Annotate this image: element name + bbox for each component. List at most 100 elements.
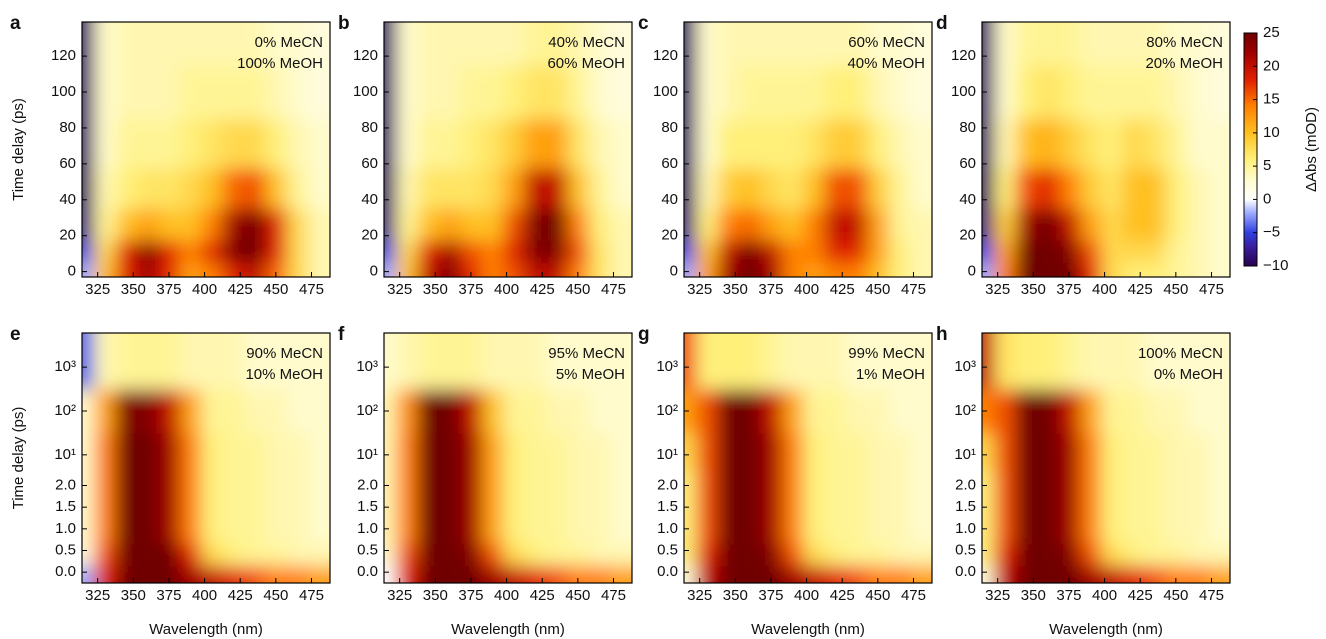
heat-cell <box>396 544 418 567</box>
heat-cell <box>1058 208 1081 241</box>
heat-cell <box>717 22 740 66</box>
heat-cell <box>94 389 116 434</box>
y-tick-label: 80 <box>661 119 678 136</box>
y-tick-label: 0 <box>670 263 678 280</box>
heat-cell <box>384 262 397 277</box>
heat-cell <box>781 65 804 120</box>
heat-cell <box>94 544 116 567</box>
heat-cell <box>696 168 718 210</box>
x-tick-label: 400 <box>494 281 519 298</box>
heat-cell <box>1165 544 1188 567</box>
heat-cell <box>781 118 804 169</box>
heat-cell <box>1165 118 1188 169</box>
heat-cell <box>609 389 632 434</box>
x-tick-label: 375 <box>156 587 181 604</box>
heat-cell <box>438 565 461 583</box>
heat-cell <box>460 544 483 567</box>
heat-cell <box>438 22 461 66</box>
heat-cell <box>243 470 266 508</box>
heat-cell <box>824 565 847 583</box>
heat-cell <box>567 432 590 471</box>
heat-cell <box>867 470 890 508</box>
heat-cell <box>1165 240 1188 264</box>
x-tick-label: 350 <box>121 587 146 604</box>
heat-cell <box>115 168 138 210</box>
x-tick-label: 375 <box>758 587 783 604</box>
heat-cell <box>417 262 440 277</box>
y-tick-label: 100 <box>51 83 76 100</box>
heat-cell <box>1079 333 1102 390</box>
heat-cell <box>1036 389 1059 434</box>
heat-cell <box>696 565 718 583</box>
y-tick-label: 10¹ <box>54 446 76 463</box>
x-tick-label: 425 <box>1128 587 1153 604</box>
x-tick-label: 375 <box>1056 281 1081 298</box>
heat-cell <box>136 507 159 545</box>
heat-cell <box>158 507 181 545</box>
heat-cell <box>1207 208 1230 241</box>
heat-cell <box>481 507 504 545</box>
heat-cell <box>136 168 159 210</box>
heat-cell <box>1101 565 1123 583</box>
heat-cell <box>460 389 483 434</box>
heat-cell <box>396 65 418 120</box>
heat-cell <box>760 507 783 545</box>
heat-cell <box>824 208 847 241</box>
heat-cell <box>1122 565 1145 583</box>
x-tick-label: 475 <box>601 281 626 298</box>
heat-cell <box>867 544 890 567</box>
heatmap <box>82 333 330 583</box>
heat-cell <box>781 22 804 66</box>
y-tick-label: 0 <box>968 263 976 280</box>
heat-cell <box>609 333 632 390</box>
heat-cell <box>1122 240 1145 264</box>
heat-cell <box>115 118 138 169</box>
y-tick-label: 0.0 <box>955 563 976 580</box>
heat-cell <box>545 544 568 567</box>
y-tick-label: 60 <box>661 155 678 172</box>
y-tick-label: 10² <box>954 402 976 419</box>
heat-cell <box>545 208 568 241</box>
heat-cell <box>545 22 568 66</box>
heat-cell <box>684 507 697 545</box>
heat-cell <box>158 118 181 169</box>
annotation: 1% MeOH <box>856 366 925 383</box>
heat-cell <box>588 565 611 583</box>
heat-cell <box>717 240 740 264</box>
heat-cell <box>760 389 783 434</box>
heat-cell <box>567 565 590 583</box>
heat-cell <box>994 389 1016 434</box>
y-tick-label: 120 <box>653 47 678 64</box>
heat-cell <box>265 168 288 210</box>
x-tick-label: 450 <box>1163 587 1188 604</box>
heat-cell <box>867 168 890 210</box>
heat-cell <box>1015 208 1038 241</box>
plot-frame <box>81 332 331 584</box>
heat-cell <box>867 65 890 120</box>
x-tick-label: 325 <box>687 587 712 604</box>
heat-cell <box>158 262 181 277</box>
colorbar-tick-label: 10 <box>1263 124 1280 141</box>
heat-cell <box>803 240 825 264</box>
x-tick-label: 350 <box>723 281 748 298</box>
panel-letter: e <box>10 324 21 345</box>
heat-cell <box>136 208 159 241</box>
heat-cell <box>503 432 525 471</box>
y-tick-label: 2.0 <box>55 476 76 493</box>
heat-cell <box>1015 565 1038 583</box>
heat-cell <box>384 65 397 120</box>
heat-cell <box>588 507 611 545</box>
heat-cell <box>982 240 995 264</box>
heat-cell <box>396 262 418 277</box>
heat-cell <box>1015 389 1038 434</box>
heat-cell <box>824 333 847 390</box>
heat-cell <box>1122 168 1145 210</box>
heat-cell <box>888 507 911 545</box>
heat-cell <box>438 65 461 120</box>
heat-cell <box>1101 333 1123 390</box>
plot-frame <box>981 332 1231 584</box>
colorbar-tick-label: −10 <box>1263 257 1288 274</box>
heat-cell <box>94 118 116 169</box>
heat-cell <box>396 22 418 66</box>
heat-cell <box>696 470 718 508</box>
